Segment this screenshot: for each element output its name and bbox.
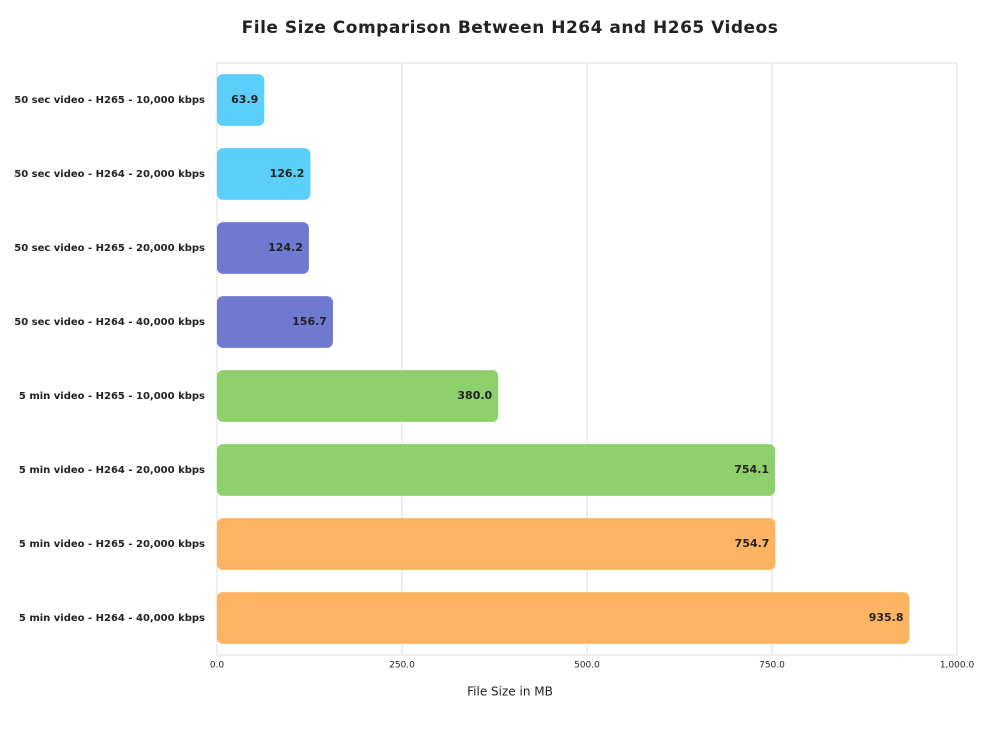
- x-tick-label: 0.0: [210, 661, 225, 671]
- value-label: 754.1: [734, 463, 769, 476]
- bar: [217, 444, 776, 496]
- value-label: 380.0: [457, 389, 492, 402]
- y-tick-label: 5 min video - H265 - 20,000 kbps: [19, 539, 205, 550]
- y-tick-label: 50 sec video - H264 - 40,000 kbps: [14, 317, 205, 328]
- y-tick-label: 50 sec video - H265 - 10,000 kbps: [14, 95, 205, 106]
- value-label: 126.2: [270, 167, 305, 180]
- bar: [217, 592, 910, 644]
- y-tick-label: 50 sec video - H265 - 20,000 kbps: [14, 243, 205, 254]
- value-label: 63.9: [231, 93, 258, 106]
- y-tick-label: 5 min video - H264 - 40,000 kbps: [19, 613, 205, 624]
- bar: [217, 296, 333, 348]
- value-label: 156.7: [292, 315, 327, 328]
- bar: [217, 74, 265, 126]
- y-tick-label: 50 sec video - H264 - 20,000 kbps: [14, 169, 205, 180]
- value-label: 935.8: [869, 611, 904, 624]
- y-tick-label: 5 min video - H265 - 10,000 kbps: [19, 391, 205, 402]
- y-tick-label: 5 min video - H264 - 20,000 kbps: [19, 465, 205, 476]
- x-tick-label: 1,000.0: [940, 661, 975, 671]
- value-label: 124.2: [268, 241, 303, 254]
- bar: [217, 222, 309, 274]
- bar: [217, 518, 776, 570]
- x-tick-label: 250.0: [389, 661, 415, 671]
- x-tick-label: 500.0: [574, 661, 600, 671]
- x-axis-label: File Size in MB: [467, 685, 553, 699]
- bar: [217, 370, 499, 422]
- bar: [217, 148, 311, 200]
- chart-title: File Size Comparison Between H264 and H2…: [242, 18, 779, 38]
- x-tick-label: 750.0: [759, 661, 785, 671]
- value-label: 754.7: [735, 537, 770, 550]
